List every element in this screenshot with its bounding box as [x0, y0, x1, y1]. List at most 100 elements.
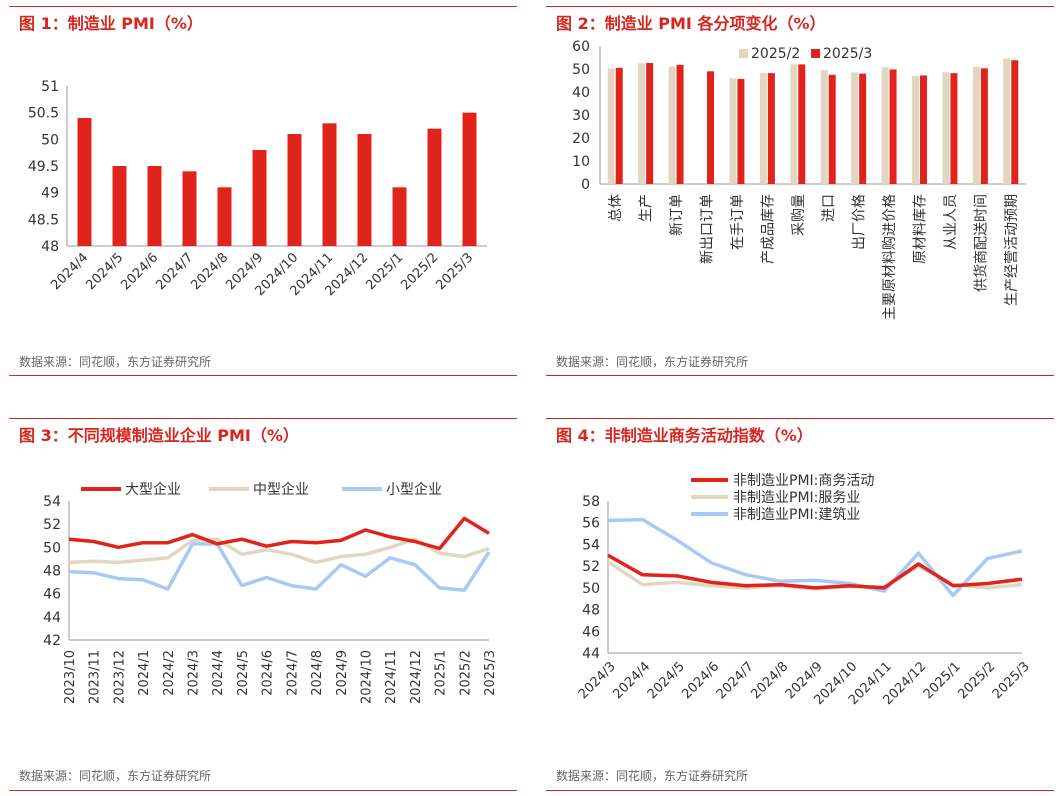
- x-tick-label: 2023/11: [88, 650, 103, 704]
- y-tick-label: 48: [582, 603, 600, 619]
- y-tick-label: 50: [572, 62, 590, 78]
- x-tick-label: 供货商配送时间: [972, 194, 989, 292]
- legend-label: 中型企业: [253, 481, 309, 498]
- bar-2025-3: [980, 68, 988, 184]
- bar: [287, 134, 302, 246]
- bar-2025-2: [912, 75, 919, 184]
- x-tick-label: 2025/1: [363, 250, 406, 293]
- x-tick-label: 2024/4: [48, 250, 91, 293]
- x-tick-label: 从业人员: [943, 194, 959, 250]
- x-tick-label: 2025/3: [433, 250, 476, 293]
- x-tick-label: 在手订单: [730, 194, 746, 250]
- y-tick-label: 40: [572, 85, 590, 101]
- bottom-rule: [546, 790, 1054, 791]
- y-tick-label: 44: [43, 610, 61, 626]
- y-tick-label: 48: [41, 239, 59, 255]
- top-rule: [546, 418, 1054, 419]
- top-rule: [9, 418, 517, 419]
- bar: [357, 134, 372, 246]
- bar: [112, 166, 127, 246]
- bar-2025-3: [646, 63, 654, 184]
- bar-2025-3: [950, 73, 958, 184]
- y-tick-label: 50: [43, 540, 61, 556]
- legend-label: 2025/3: [823, 46, 872, 62]
- bar-2025-2: [759, 72, 767, 184]
- bar: [77, 118, 92, 246]
- y-tick-label: 46: [43, 587, 61, 603]
- x-tick-label: 2024/7: [714, 659, 757, 702]
- chart-fig1: 4848.54949.55050.5512024/42024/52024/620…: [28, 79, 487, 299]
- y-tick-label: 48.5: [28, 212, 59, 228]
- x-tick-label: 2024/8: [188, 250, 231, 293]
- bottom-rule: [9, 790, 517, 791]
- bar-2025-3: [828, 74, 836, 184]
- bar-2025-2: [638, 63, 646, 184]
- y-tick-label: 20: [572, 131, 590, 147]
- y-tick-label: 10: [572, 154, 590, 170]
- x-tick-label: 2024/6: [261, 650, 276, 696]
- x-tick-label: 2024/7: [285, 650, 300, 696]
- y-tick-label: 58: [582, 494, 600, 510]
- bar-2025-2: [668, 66, 676, 184]
- bar-2025-3: [737, 78, 745, 184]
- x-tick-label: 2024/8: [310, 650, 325, 696]
- x-tick-label: 新订单: [669, 194, 685, 236]
- x-tick-label: 2023/10: [63, 650, 78, 704]
- bar-2025-3: [889, 69, 897, 184]
- legend-label: 非制造业PMI:商务活动: [733, 473, 874, 489]
- y-tick-label: 56: [582, 516, 600, 532]
- source-note: 数据来源：同花顺，东方证券研究所: [556, 769, 749, 783]
- bar-2025-3: [920, 75, 927, 184]
- y-tick-label: 50: [582, 581, 600, 597]
- bar: [147, 166, 162, 246]
- x-tick-label: 2024/1: [137, 650, 152, 696]
- bar: [322, 123, 337, 246]
- x-tick-label: 2024/5: [83, 250, 126, 293]
- x-tick-label: 2025/1: [921, 659, 964, 702]
- bar-2025-3: [1011, 60, 1019, 185]
- bar-2025-2: [1003, 58, 1011, 184]
- y-tick-label: 52: [43, 517, 61, 533]
- series-line-非制造业PMI:建筑业: [607, 517, 1023, 598]
- x-tick-label: 2023/12: [112, 650, 127, 704]
- bar-2025-3: [798, 64, 806, 184]
- x-tick-label: 2024/12: [409, 650, 424, 704]
- bottom-rule: [546, 375, 1054, 376]
- y-tick-label: 42: [43, 633, 61, 649]
- x-tick-label: 2025/3: [990, 659, 1033, 702]
- x-tick-label: 2024/2: [162, 650, 177, 696]
- series-line-非制造业PMI:商务活动: [607, 553, 1023, 590]
- y-tick-label: 30: [572, 108, 590, 124]
- bar-2025-2: [972, 66, 980, 184]
- x-tick-label: 2024/4: [610, 659, 653, 702]
- bar-2025-3: [859, 73, 867, 184]
- chart-title: 图 4：非制造业商务活动指数（%）: [556, 426, 813, 445]
- y-tick-label: 50: [41, 132, 59, 148]
- source-note: 数据来源：同花顺，东方证券研究所: [19, 769, 212, 783]
- y-tick-label: 54: [582, 537, 600, 553]
- x-tick-label: 原材料库存: [913, 194, 929, 264]
- x-tick-label: 采购量: [791, 194, 807, 236]
- y-tick-label: 52: [582, 559, 600, 575]
- bar: [427, 128, 442, 246]
- y-tick-label: 60: [572, 39, 590, 55]
- legend-label: 大型企业: [125, 481, 181, 498]
- y-tick-label: 51: [41, 79, 59, 95]
- x-tick-label: 2024/8: [748, 659, 791, 702]
- bar-2025-2: [820, 70, 828, 184]
- x-tick-label: 2024/5: [236, 650, 251, 696]
- series-line-小型企业: [68, 542, 491, 592]
- bar-2025-2: [942, 72, 950, 184]
- x-tick-label: 产成品库存: [760, 194, 776, 264]
- y-tick-label: 54: [43, 494, 61, 510]
- source-note: 数据来源：同花顺，东方证券研究所: [556, 355, 749, 369]
- x-tick-label: 2024/4: [211, 650, 226, 696]
- legend-swatch: [811, 49, 820, 58]
- x-tick-label: 2024/6: [118, 250, 161, 293]
- x-tick-label: 2024/9: [335, 650, 350, 696]
- bar-2025-3: [615, 67, 623, 184]
- x-tick-label: 总体: [608, 194, 624, 222]
- chart-fig2: 0 10 20 30 40 50 60 总体 生产 新订单 新出口订单 在手订单 产成品库存 采购量 进口出…: [572, 39, 1026, 320]
- source-note: 数据来源：同花顺，东方证券研究所: [19, 355, 212, 369]
- bar-2025-2: [790, 64, 798, 184]
